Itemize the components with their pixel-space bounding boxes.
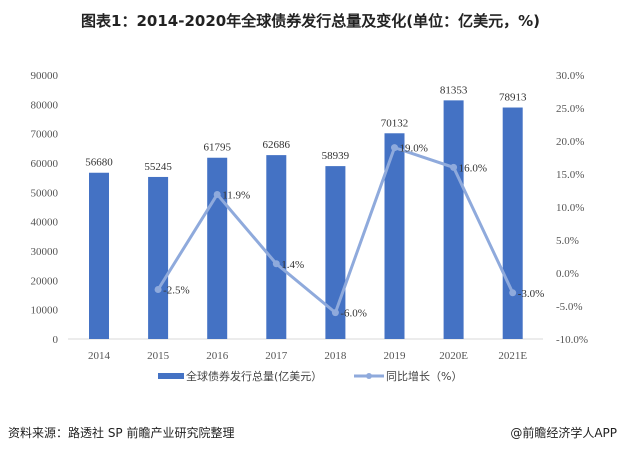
growth-point [272,260,280,268]
bar-data-label: 56680 [85,157,113,169]
left-tick-label: 10000 [31,305,59,317]
left-tick-label: 50000 [31,187,59,199]
credit-note: @前瞻经济学人APP [510,426,617,440]
right-tick-label: 0.0% [556,268,579,280]
left-tick-label: 40000 [31,217,59,229]
x-tick-label: 2016 [206,350,229,362]
bar [148,176,169,339]
growth-point [450,163,458,171]
bar [502,107,523,339]
chart-title: 图表1：2014-2020年全球债券发行总量及变化(单位：亿美元，%) [81,12,540,30]
x-tick-label: 2017 [265,350,288,362]
growth-data-label: -2.5% [163,285,190,297]
bar-data-label: 55245 [144,161,172,173]
x-tick-label: 2020E [439,350,468,362]
bar-data-label: 61795 [203,142,231,154]
growth-point [213,190,221,198]
x-tick-label: 2015 [147,350,170,362]
right-tick-label: 25.0% [556,103,584,115]
legend-line-marker [366,373,372,379]
legend-bar-label: 全球债券发行总量(亿美元） [186,369,322,383]
bar [266,155,287,339]
bar [207,157,228,339]
growth-data-label: 16.0% [459,162,487,174]
x-tick-label: 2021E [498,350,527,362]
bar [443,100,464,339]
x-tick-label: 2014 [88,350,111,362]
left-tick-label: 80000 [31,99,59,111]
left-tick-label: 60000 [31,158,59,170]
bar-data-label: 70132 [381,117,409,129]
growth-point [154,286,162,293]
right-tick-label: -10.0% [556,334,588,346]
growth-point [509,289,517,297]
source-note: 资料来源：路透社 SP 前瞻产业研究院整理 [8,426,235,440]
right-tick-label: 5.0% [556,235,579,247]
bar-data-label: 58939 [322,150,350,162]
legend-bar-swatch [158,373,184,379]
right-tick-label: -5.0% [556,301,583,313]
left-tick-label: 20000 [31,275,59,287]
right-tick-label: 30.0% [556,70,584,82]
left-tick-label: 0 [53,334,59,346]
x-tick-label: 2018 [324,350,347,362]
growth-data-label: 19.0% [400,143,428,155]
left-tick-label: 30000 [31,246,59,258]
bar-data-label: 81353 [440,84,468,96]
bar [384,133,405,339]
right-tick-label: 10.0% [556,202,584,214]
left-tick-label: 70000 [31,129,59,141]
right-tick-label: 20.0% [556,136,584,148]
bar [89,172,109,339]
growth-data-label: 11.9% [222,189,250,201]
growth-point [331,309,339,317]
right-tick-label: 15.0% [556,169,584,181]
growth-point [391,144,398,152]
bar-data-label: 62686 [263,139,291,151]
growth-data-label: -3.0% [518,288,545,300]
growth-data-label: -6.0% [340,308,367,320]
left-tick-label: 90000 [31,70,59,82]
legend-line-label: 同比增长（%） [386,369,462,383]
growth-data-label: 1.4% [281,259,304,271]
bar-data-label: 78913 [499,92,527,104]
x-tick-label: 2019 [384,350,407,362]
